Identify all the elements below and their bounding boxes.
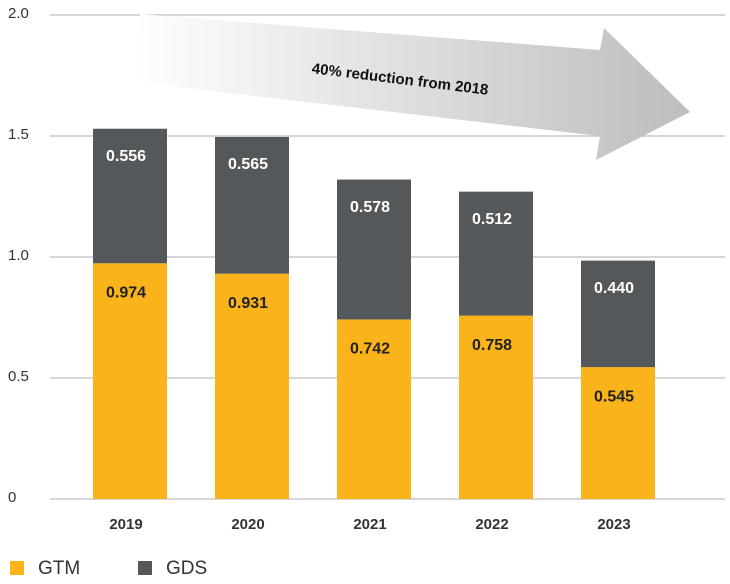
data-label: 0.931 [228,295,268,312]
data-label: 0.440 [594,280,634,297]
bar-segment [215,136,289,274]
legend-swatch [10,561,24,575]
y-tick-label: 1.0 [8,247,29,264]
legend-label: GTM [38,558,80,579]
x-tick-label: 2022 [475,516,508,533]
x-tick-label: 2019 [109,516,142,533]
bar-segment [581,260,655,368]
bar-segment [337,319,411,499]
data-label: 0.556 [106,148,146,165]
data-label: 0.758 [472,337,512,354]
x-tick-label: 2021 [353,516,386,533]
data-label: 0.578 [350,199,390,216]
bar-segment [459,191,533,316]
y-tick-label: 0 [8,489,16,506]
bars: 2019 0.974 0.556 2020 0.931 0.565 2021 0.742 0.5… [93,128,655,533]
x-tick-label: 2020 [231,516,264,533]
legend-label: GDS [166,558,207,579]
bar-segment [93,128,167,264]
y-tick-label: 0.5 [8,368,29,385]
legend-swatch [138,561,152,575]
data-label: 0.565 [228,156,268,173]
y-tick-label: 1.5 [8,126,29,143]
data-label: 0.545 [594,388,634,405]
y-tick-label: 2.0 [8,5,29,22]
bar-segment [93,263,167,499]
data-label: 0.974 [106,285,146,302]
bar-segment [337,179,411,320]
bar-segment [581,367,655,499]
trend-arrow [134,14,690,160]
bar-segment [459,315,533,499]
data-label: 0.742 [350,341,390,358]
data-label: 0.512 [472,211,512,228]
bar-segment [215,273,289,499]
x-tick-label: 2023 [597,516,630,533]
